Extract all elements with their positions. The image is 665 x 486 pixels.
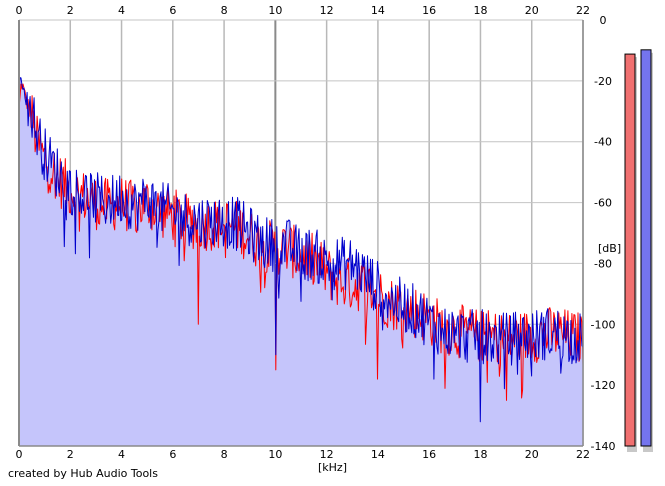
- x-tick-label-top: 18: [473, 4, 487, 17]
- x-tick-label-top: 10: [268, 4, 282, 17]
- x-tick-label-bottom: 16: [422, 448, 436, 461]
- y-tick-label: -80: [594, 257, 612, 270]
- y-tick-label: -60: [594, 197, 612, 210]
- y-tick-labels: 0 -20 -40 -60 -80 -100 -120 -140: [591, 14, 616, 453]
- level-meter-2: [640, 49, 652, 447]
- x-axis-label: [kHz]: [318, 461, 347, 474]
- credit-text: created by Hub Audio Tools: [8, 467, 158, 480]
- x-tick-label-bottom: 18: [473, 448, 487, 461]
- x-tick-label-bottom: 4: [118, 448, 125, 461]
- x-tick-label-bottom: 12: [320, 448, 334, 461]
- level-meters: [624, 49, 653, 453]
- x-tick-label-bottom: 8: [221, 448, 228, 461]
- x-tick-label-top: 2: [67, 4, 74, 17]
- y-tick-label: -100: [591, 318, 616, 331]
- level-meter-1: [624, 53, 636, 447]
- x-tick-labels-top: 0 2 4 6 8 10 12 14 16 18 20 22: [16, 4, 591, 17]
- x-tick-label-top: 12: [320, 4, 334, 17]
- x-tick-label-bottom: 14: [371, 448, 385, 461]
- x-tick-label-top: 6: [169, 4, 176, 17]
- x-tick-label-top: 22: [576, 4, 590, 17]
- plot-frame: [18, 20, 584, 447]
- y-axis-label: [dB]: [598, 242, 621, 255]
- y-tick-label: -140: [591, 440, 616, 453]
- x-tick-label-bottom: 10: [268, 448, 282, 461]
- x-tick-label-top: 20: [525, 4, 539, 17]
- x-tick-label-bottom: 0: [16, 448, 23, 461]
- y-tick-label: -20: [594, 75, 612, 88]
- x-tick-label-top: 8: [221, 4, 228, 17]
- spectrum-fill: [19, 77, 583, 446]
- y-tick-label: -120: [591, 379, 616, 392]
- y-tick-label: 0: [600, 14, 607, 27]
- x-tick-label-bottom: 22: [576, 448, 590, 461]
- x-tick-label-bottom: 20: [525, 448, 539, 461]
- x-tick-label-bottom: 6: [169, 448, 176, 461]
- series-lines: [18, 77, 584, 423]
- x-tick-label-top: 4: [118, 4, 125, 17]
- x-tick-label-bottom: 2: [67, 448, 74, 461]
- x-tick-label-top: 16: [422, 4, 436, 17]
- series-line-2: [18, 77, 584, 423]
- x-tick-label-top: 0: [16, 4, 23, 17]
- y-tick-label: -40: [594, 136, 612, 149]
- x-tick-label-top: 14: [371, 4, 385, 17]
- spectrum-fill-area: [19, 77, 583, 446]
- x-tick-labels-bottom: 0 2 4 6 8 10 12 14 16 18 20 22: [16, 448, 591, 461]
